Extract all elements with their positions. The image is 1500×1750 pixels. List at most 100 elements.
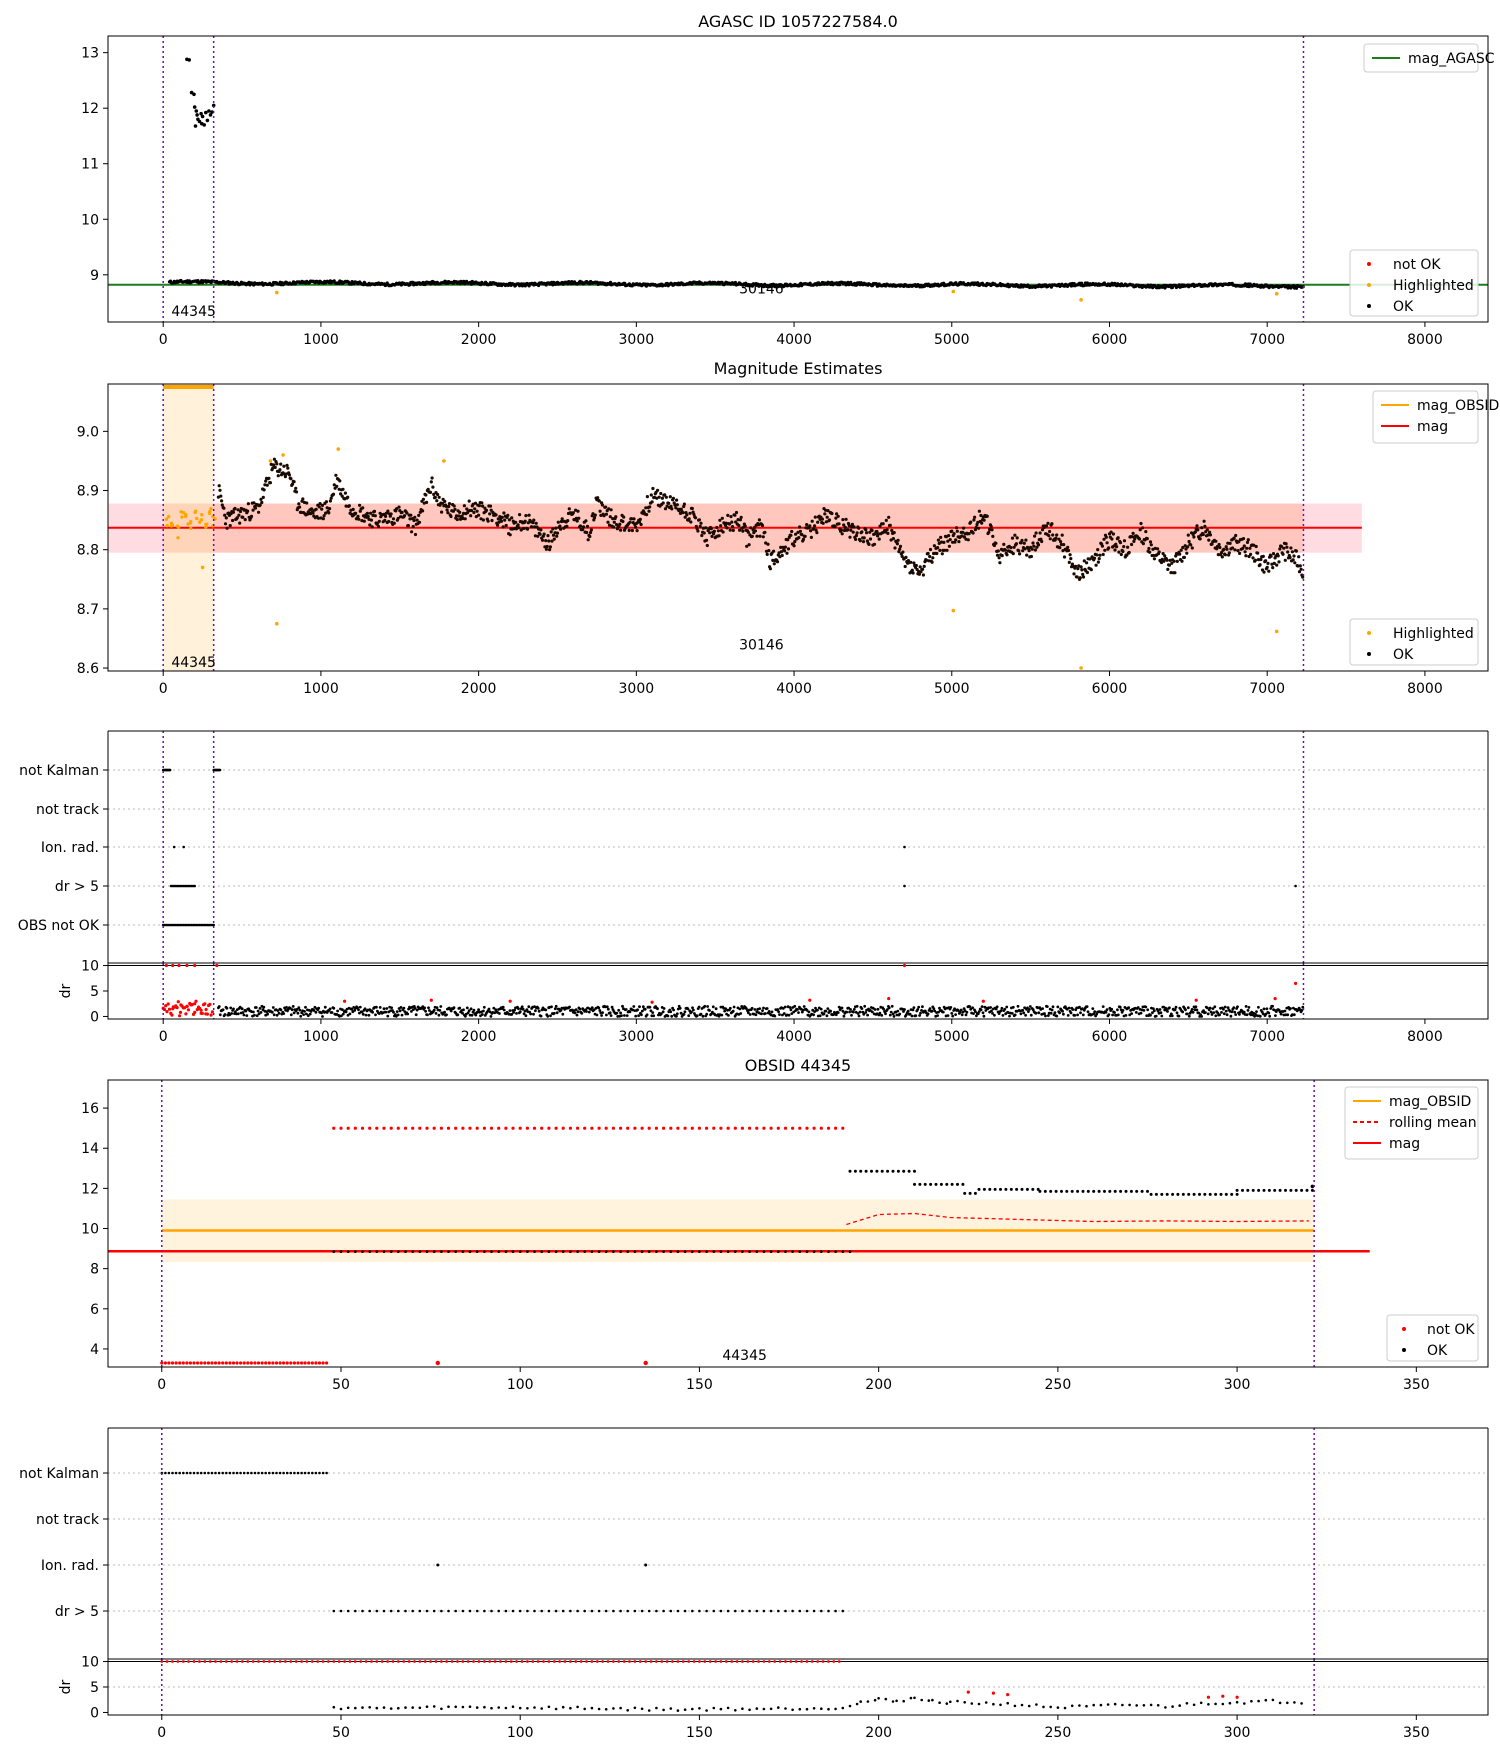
ok-point bbox=[1250, 1699, 1253, 1703]
ok-point bbox=[522, 526, 526, 531]
flag-point bbox=[214, 1471, 217, 1475]
ok-point bbox=[527, 513, 531, 517]
ok-point bbox=[976, 1012, 980, 1016]
ok-point bbox=[634, 1014, 638, 1018]
ok-point bbox=[498, 1012, 501, 1015]
ok-point bbox=[497, 1250, 501, 1253]
ok-point bbox=[1070, 1189, 1074, 1193]
ok-point bbox=[1192, 1703, 1196, 1707]
ok-point bbox=[1160, 1014, 1164, 1018]
ok-point bbox=[490, 1706, 493, 1710]
ok-point bbox=[237, 513, 241, 517]
ok-point bbox=[1172, 559, 1176, 563]
not-ok-point bbox=[1206, 1695, 1210, 1699]
ok-point bbox=[1191, 1010, 1195, 1014]
ok-point bbox=[531, 521, 535, 525]
ok-point bbox=[628, 520, 632, 524]
not-ok-point bbox=[536, 1660, 540, 1663]
ok-point bbox=[1023, 547, 1027, 551]
ok-point bbox=[1258, 563, 1262, 567]
ok-point bbox=[1257, 1699, 1260, 1703]
not-ok-point bbox=[228, 1361, 232, 1365]
ok-point bbox=[623, 281, 627, 285]
ok-point bbox=[398, 1009, 402, 1013]
not-ok-point bbox=[241, 1660, 244, 1663]
ok-point bbox=[747, 543, 751, 547]
category-label: not track bbox=[36, 802, 100, 818]
ok-point bbox=[1095, 553, 1099, 557]
flag-point bbox=[719, 1609, 723, 1613]
x-tick-label: 200 bbox=[865, 1377, 892, 1393]
ok-point bbox=[411, 1706, 415, 1709]
ok-point bbox=[950, 529, 954, 533]
ok-point bbox=[1272, 561, 1276, 566]
ok-point bbox=[891, 1012, 895, 1016]
ok-point bbox=[294, 490, 299, 494]
ok-point bbox=[507, 518, 511, 522]
y-tick-label: 10 bbox=[81, 212, 99, 228]
flag-point bbox=[644, 1563, 648, 1567]
ok-point bbox=[1019, 1012, 1023, 1016]
ok-point bbox=[782, 1012, 786, 1015]
ok-point bbox=[711, 1010, 714, 1014]
ok-point bbox=[825, 1014, 829, 1018]
x-tick-label: 5000 bbox=[934, 1029, 970, 1045]
not-ok-point bbox=[337, 1660, 341, 1663]
ok-point bbox=[835, 512, 839, 516]
flag-point bbox=[221, 1471, 224, 1475]
not-ok-point bbox=[163, 1361, 167, 1365]
ok-point bbox=[968, 1005, 972, 1008]
ok-point bbox=[422, 501, 426, 505]
highlighted-point bbox=[176, 525, 181, 529]
not-ok-point bbox=[402, 1660, 406, 1663]
ok-point bbox=[1013, 533, 1017, 537]
not-ok-point bbox=[660, 1660, 664, 1663]
ok-point bbox=[648, 505, 652, 509]
ok-point bbox=[236, 508, 240, 512]
ok-point bbox=[844, 517, 848, 521]
ok-point bbox=[285, 463, 289, 467]
ok-point bbox=[1243, 1702, 1246, 1705]
flag-point bbox=[526, 1609, 529, 1613]
ok-point bbox=[765, 552, 769, 557]
ok-point bbox=[893, 546, 897, 550]
ok-point bbox=[1178, 552, 1182, 556]
ok-point bbox=[220, 499, 224, 503]
ok-point bbox=[546, 534, 550, 538]
ok-point bbox=[1264, 1698, 1268, 1702]
flag-point bbox=[389, 1609, 393, 1613]
not-ok-point bbox=[239, 1361, 243, 1365]
flag-point bbox=[447, 1609, 450, 1613]
not-ok-point bbox=[726, 1126, 730, 1130]
ok-point bbox=[861, 1010, 865, 1014]
not-ok-point bbox=[826, 1126, 831, 1130]
flag-point bbox=[497, 1609, 501, 1613]
flag-point bbox=[698, 1609, 701, 1613]
ok-point bbox=[462, 1008, 465, 1012]
ok-point bbox=[597, 1250, 601, 1253]
legend-marker bbox=[1367, 283, 1371, 287]
ok-point bbox=[1247, 1006, 1251, 1009]
ok-point bbox=[671, 496, 676, 500]
ok-point bbox=[908, 1012, 912, 1016]
ok-point bbox=[886, 1169, 890, 1173]
ok-point bbox=[882, 1007, 885, 1011]
ok-point bbox=[895, 1699, 898, 1703]
ok-point bbox=[1070, 1704, 1074, 1708]
ok-point bbox=[1292, 554, 1296, 558]
ok-point bbox=[1152, 553, 1156, 558]
ok-point bbox=[938, 1006, 941, 1010]
ok-point bbox=[784, 1250, 787, 1253]
ok-point bbox=[598, 509, 602, 513]
ok-point bbox=[632, 517, 636, 521]
not-ok-point bbox=[178, 1010, 183, 1015]
ok-point bbox=[590, 1250, 594, 1253]
ok-point bbox=[468, 1250, 472, 1253]
not-ok-point bbox=[810, 1660, 814, 1663]
ok-point bbox=[320, 503, 325, 507]
ok-point bbox=[1216, 1011, 1220, 1015]
highlighted-point bbox=[180, 515, 184, 519]
ok-point bbox=[1253, 558, 1257, 562]
ok-point bbox=[581, 527, 585, 532]
